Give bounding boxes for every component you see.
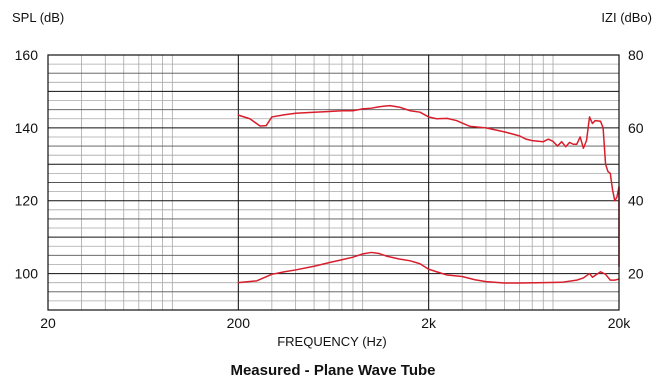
impedance-curve (237, 251, 620, 284)
x-tick-label: 2k (421, 315, 437, 331)
minor-grid (48, 55, 619, 310)
y-left-tick-label: 160 (15, 47, 39, 63)
chart-title: Measured - Plane Wave Tube (230, 362, 435, 379)
y-right-tick-label: 80 (628, 47, 644, 63)
major-grid (48, 55, 619, 310)
x-tick-label: 20 (40, 315, 56, 331)
y-right-tick-label: 20 (628, 266, 644, 282)
y-left-tick-label: 120 (15, 193, 39, 209)
y-axis-right-label: IZI (dBo) (601, 10, 652, 25)
series-layer (237, 104, 620, 284)
plot-frame (47, 54, 620, 311)
y-right-tick-label: 40 (628, 193, 644, 209)
tick-labels: 20 200 2k 20k 160 140 120 100 80 60 40 20 (15, 47, 644, 331)
y-right-tick-label: 60 (628, 120, 644, 136)
spl-curve (237, 104, 620, 268)
y-left-tick-label: 100 (15, 266, 39, 282)
x-tick-label: 20k (608, 315, 632, 331)
x-axis-label: FREQUENCY (Hz) (277, 334, 387, 349)
y-axis-left-label: SPL (dB) (12, 10, 64, 25)
y-left-tick-label: 140 (15, 120, 39, 136)
x-tick-label: 200 (227, 315, 251, 331)
